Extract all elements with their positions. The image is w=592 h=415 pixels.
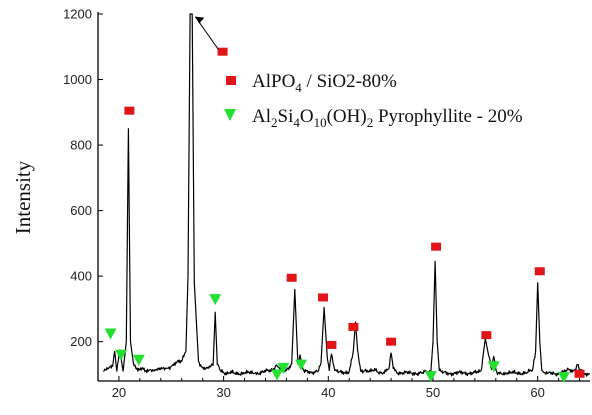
y-axis-title: Intensity	[11, 160, 35, 234]
x-tick-label: 20	[112, 385, 126, 400]
pyrophyllite-peak-marker	[104, 328, 117, 340]
pyrophyllite-peak-marker	[132, 354, 145, 366]
legend: AlPO4 / SiO2-80% Al2Si4O10(OH)2 Pyrophyll…	[224, 71, 523, 130]
y-tick-label: 1200	[63, 7, 92, 22]
pyrophyllite-peak-marker	[115, 349, 128, 361]
x-tick-label: 30	[216, 385, 230, 400]
alpo4-peak-marker	[348, 322, 359, 331]
y-tick-label: 200	[70, 334, 92, 349]
pyrophyllite-peak-marker	[277, 362, 290, 374]
pyrophyllite-peak-marker	[487, 361, 500, 373]
alpo4-peak-marker	[217, 47, 228, 56]
pyrophyllite-peak-marker	[271, 369, 284, 381]
legend-square-icon	[226, 76, 236, 85]
alpo4-peak-marker	[481, 331, 492, 340]
legend-label-alpo4: AlPO4 / SiO2-80%	[252, 71, 397, 95]
alpo4-peak-marker	[574, 369, 585, 378]
y-tick-label: 800	[70, 138, 92, 153]
pyrophyllite-peak-marker	[557, 372, 570, 384]
legend-triangle-icon	[224, 109, 236, 121]
x-tick-label: 40	[321, 385, 335, 400]
legend-label-pyrophyllite: Al2Si4O10(OH)2 Pyrophyllite - 20%	[252, 106, 523, 130]
axes	[97, 12, 590, 382]
alpo4-peak-marker	[286, 273, 297, 282]
y-tick-label: 600	[70, 203, 92, 218]
y-tick-label: 1000	[63, 72, 92, 87]
arrow-head	[195, 16, 205, 24]
pyrophyllite-peak-marker	[209, 294, 222, 306]
alpo4-peak-marker	[318, 293, 329, 302]
alpo4-peak-marker	[124, 106, 135, 115]
diffraction-line	[103, 13, 591, 377]
y-tick-label: 400	[70, 269, 92, 284]
alpo4-peak-marker	[326, 340, 337, 349]
alpo4-peak-marker	[386, 337, 397, 346]
x-tick-label: 60	[530, 385, 544, 400]
series	[103, 13, 591, 377]
alpo4-peak-marker	[431, 242, 442, 251]
peak-markers	[104, 16, 585, 384]
alpo4-peak-marker	[534, 267, 545, 276]
pyrophyllite-peak-marker	[424, 371, 437, 383]
x-tick-label: 50	[426, 385, 440, 400]
ticks: 200 400 600 800 1000 1200 20 30 40 50 60	[63, 7, 581, 400]
pyrophyllite-peak-marker	[295, 359, 308, 371]
